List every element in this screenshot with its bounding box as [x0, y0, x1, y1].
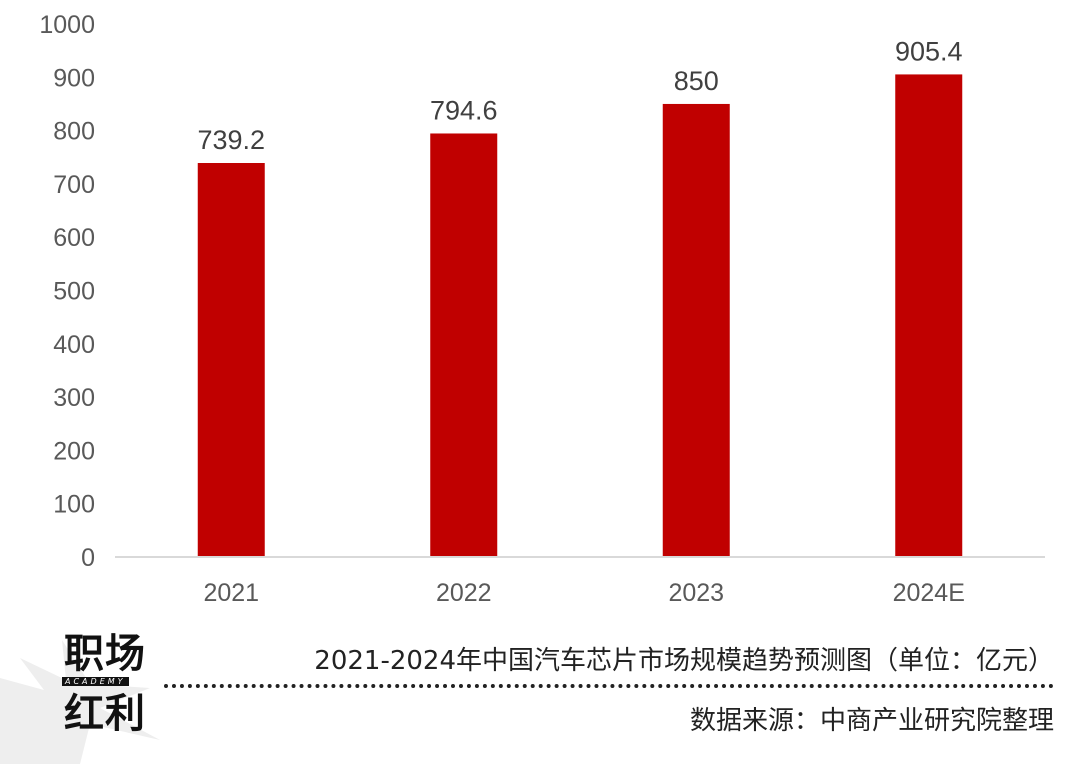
dotted-divider	[164, 684, 1054, 688]
x-axis: 2021 2022 2023 2024E	[115, 556, 1045, 607]
bar-chart: 0 100 200 300 400 500 600 700 800 900 1000 739.2 79…	[39, 11, 1045, 607]
data-source: 数据来源：中商产业研究院整理	[689, 706, 1054, 736]
x-tick-label: 2024E	[893, 579, 965, 607]
y-tick-label: 900	[53, 64, 95, 92]
y-tick-label: 600	[53, 224, 95, 252]
data-label-2022: 794.6	[430, 95, 498, 125]
x-tick-label: 2023	[668, 579, 724, 607]
data-label-2021: 739.2	[197, 125, 265, 155]
y-tick-label: 800	[53, 118, 95, 146]
bar-2024e	[895, 74, 963, 557]
data-label-2023: 850	[674, 66, 719, 96]
bar-2022	[430, 133, 498, 557]
logo-subtext: ACADEMY	[62, 677, 129, 686]
y-axis: 0 100 200 300 400 500 600 700 800 900 1000	[39, 11, 95, 572]
bar-2023	[662, 103, 730, 557]
y-tick-label: 200	[53, 437, 95, 465]
brand-logo: 职场 ACADEMY 红利	[0, 628, 170, 764]
y-tick-label: 0	[81, 544, 95, 572]
y-tick-label: 1000	[39, 11, 95, 39]
chart-caption: 2021-2024年中国汽车芯片市场规模趋势预测图（单位：亿元）	[314, 646, 1054, 676]
y-tick-label: 100	[53, 491, 95, 519]
x-tick-label: 2022	[436, 579, 492, 607]
logo-text-bottom: 红利	[64, 691, 146, 737]
y-tick-label: 300	[53, 384, 95, 412]
y-tick-label: 500	[53, 278, 95, 306]
logo-burst-icon	[0, 640, 160, 764]
logo-text-top: 职场	[64, 631, 146, 677]
bar-2021	[197, 163, 265, 557]
y-tick-label: 700	[53, 171, 95, 199]
x-tick-label: 2021	[203, 579, 259, 607]
bars: 739.2 794.6 850 905.4	[197, 36, 963, 557]
y-tick-label: 400	[53, 331, 95, 359]
data-label-2024e: 905.4	[895, 36, 963, 66]
